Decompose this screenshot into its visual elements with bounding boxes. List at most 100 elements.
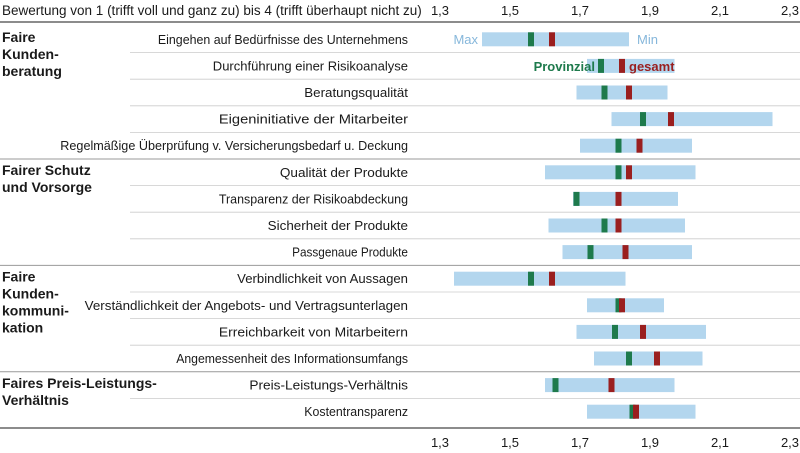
row-separators bbox=[0, 52, 800, 399]
group-label: Faire bbox=[2, 268, 36, 284]
provinzial-marker bbox=[615, 298, 622, 313]
group-label: Faires Preis-Leistungs- bbox=[2, 375, 157, 391]
gesamt-marker bbox=[615, 218, 622, 233]
gesamt-marker bbox=[636, 138, 643, 153]
row-label: Durchführung einer Risikoanalyse bbox=[213, 58, 408, 73]
range-bar bbox=[573, 191, 678, 206]
provinzial-marker bbox=[640, 112, 646, 127]
group-label: kommuni- bbox=[2, 302, 69, 318]
chart-row: Verbindlichkeit von Aussagen bbox=[237, 271, 626, 286]
chart-row: Verständlichkeit der Angebots- und Vertr… bbox=[85, 298, 664, 313]
gesamt-marker bbox=[626, 165, 632, 180]
row-label: Beratungsqualität bbox=[304, 85, 408, 100]
chart-row: Angemessenheit des Informationsumfangs bbox=[176, 351, 703, 366]
chart-row: Eingehen auf Bedürfnisse des Unternehmen… bbox=[158, 32, 629, 47]
bottom-axis: 1,3 1,5 1,7 1,9 2,1 2,3 bbox=[0, 427, 800, 450]
chart-row: Erreichbarkeit von Mitarbeitern bbox=[219, 324, 706, 339]
row-label: Verbindlichkeit von Aussagen bbox=[237, 271, 408, 286]
row-label: Eingehen auf Bedürfnisse des Unternehmen… bbox=[158, 32, 409, 47]
chart-row: Regelmäßige Überprüfung v. Versicherungs… bbox=[60, 138, 692, 153]
row-label: Passgenaue Produkte bbox=[292, 245, 408, 260]
provinzial-marker bbox=[615, 165, 622, 180]
range-bar bbox=[587, 404, 696, 419]
legend-provinzial-label: Provinzial bbox=[534, 59, 595, 74]
chart-row: Passgenaue Produkte bbox=[292, 245, 692, 260]
range-bar bbox=[611, 112, 773, 127]
top-tick-label: 2,1 bbox=[711, 3, 729, 18]
range-bar bbox=[580, 138, 692, 153]
row-label: Erreichbarkeit von Mitarbeitern bbox=[219, 324, 408, 339]
bottom-tick-label: 2,1 bbox=[711, 435, 729, 450]
row-label: Eigeninitiative der Mitarbeiter bbox=[219, 112, 409, 127]
chart-row: Preis-Leistungs-Verhältnis bbox=[249, 378, 675, 393]
bottom-tick-label: 2,3 bbox=[781, 435, 799, 450]
provinzial-marker bbox=[601, 218, 608, 233]
provinzial-marker bbox=[552, 378, 559, 393]
bottom-tick-label: 1,3 bbox=[431, 435, 449, 450]
top-tick-label: 2,3 bbox=[781, 3, 799, 18]
provinzial-marker bbox=[587, 245, 594, 260]
bottom-tick-label: 1,5 bbox=[501, 435, 519, 450]
provinzial-marker bbox=[573, 191, 580, 206]
group-label: Faire bbox=[2, 29, 36, 45]
group-label: Fairer Schutz bbox=[2, 162, 91, 178]
group-label: Verhältnis bbox=[2, 392, 69, 408]
legend-max-label: Max bbox=[453, 32, 478, 47]
gesamt-marker bbox=[640, 324, 646, 339]
range-bar bbox=[454, 271, 626, 286]
chart-row: Qualität der Produkte bbox=[280, 165, 696, 180]
top-axis: 1,3 1,5 1,7 1,9 2,1 2,3 bbox=[0, 3, 800, 23]
gesamt-marker bbox=[619, 298, 625, 313]
row-label: Transparenz der Risikoabdeckung bbox=[219, 191, 408, 206]
row-label: Kostentransparenz bbox=[304, 404, 408, 419]
chart-row: Transparenz der Risikoabdeckung bbox=[219, 191, 678, 206]
group-label: kation bbox=[2, 319, 43, 335]
group-label: beratung bbox=[2, 63, 62, 79]
gesamt-marker bbox=[668, 112, 674, 127]
top-tick-label: 1,9 bbox=[641, 3, 659, 18]
range-bar bbox=[587, 298, 664, 313]
row-label: Regelmäßige Überprüfung v. Versicherungs… bbox=[60, 138, 408, 153]
gesamt-marker bbox=[608, 378, 615, 393]
provinzial-marker bbox=[598, 58, 604, 73]
top-tick-label: 1,5 bbox=[501, 3, 519, 18]
gesamt-marker bbox=[654, 351, 660, 366]
gesamt-marker bbox=[626, 85, 632, 100]
provinzial-marker bbox=[528, 32, 534, 47]
provinzial-marker bbox=[601, 85, 608, 100]
gesamt-marker bbox=[622, 245, 629, 260]
range-bar bbox=[594, 351, 703, 366]
gesamt-marker bbox=[549, 271, 555, 286]
chart-row: Beratungsqualität bbox=[304, 85, 668, 100]
range-bar bbox=[576, 85, 668, 100]
top-tick-label: 1,7 bbox=[571, 3, 589, 18]
gesamt-marker bbox=[633, 404, 639, 419]
bottom-tick-label: 1,9 bbox=[641, 435, 659, 450]
provinzial-marker bbox=[615, 138, 622, 153]
range-bar bbox=[587, 58, 675, 73]
chart-row: Kostentransparenz bbox=[304, 404, 696, 419]
row-label: Verständlichkeit der Angebots- und Vertr… bbox=[85, 298, 408, 313]
group-label: Kunden- bbox=[2, 46, 59, 62]
row-label: Angemessenheit des Informationsumfangs bbox=[176, 351, 408, 366]
provinzial-marker bbox=[629, 404, 636, 419]
bottom-tick-label: 1,7 bbox=[571, 435, 589, 450]
row-label: Qualität der Produkte bbox=[280, 165, 408, 180]
chart-title: Bewertung von 1 (trifft voll und ganz zu… bbox=[2, 3, 422, 18]
group-label: Kunden- bbox=[2, 285, 59, 301]
chart-row: Eigeninitiative der Mitarbeiter bbox=[219, 112, 773, 127]
chart-rows: Eingehen auf Bedürfnisse des Unternehmen… bbox=[60, 32, 773, 419]
top-tick-label: 1,3 bbox=[431, 3, 449, 18]
provinzial-marker bbox=[612, 324, 618, 339]
chart-row: Durchführung einer Risikoanalyse bbox=[213, 58, 675, 73]
group-label: und Vorsorge bbox=[2, 179, 92, 195]
provinzial-marker bbox=[528, 271, 534, 286]
legend: Max Min Provinzial gesamt bbox=[453, 32, 675, 74]
gesamt-marker bbox=[615, 191, 622, 206]
provinzial-marker bbox=[626, 351, 632, 366]
range-bar bbox=[482, 32, 629, 47]
legend-gesamt-label: gesamt bbox=[629, 59, 675, 74]
row-label: Preis-Leistungs-Verhältnis bbox=[249, 378, 408, 393]
